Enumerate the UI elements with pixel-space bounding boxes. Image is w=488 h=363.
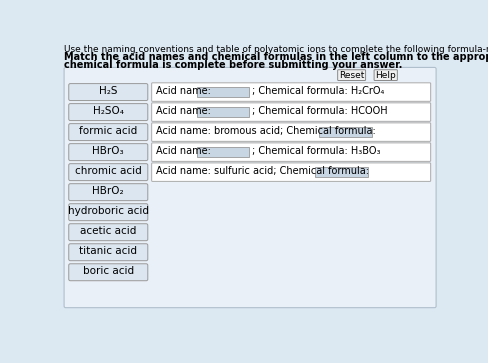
FancyBboxPatch shape <box>69 264 148 281</box>
Text: ; Chemical formula: H₂CrO₄: ; Chemical formula: H₂CrO₄ <box>252 86 385 96</box>
Text: H₂S: H₂S <box>99 86 118 96</box>
Text: Acid name:: Acid name: <box>156 106 210 116</box>
Text: ; Chemical formula: HCOOH: ; Chemical formula: HCOOH <box>252 106 388 116</box>
Text: Match the acid names and chemical formulas in the left column to the appropriate: Match the acid names and chemical formul… <box>64 52 488 62</box>
FancyBboxPatch shape <box>152 123 431 141</box>
Text: titanic acid: titanic acid <box>79 246 137 257</box>
Text: Acid name: sulfuric acid; Chemical formula:: Acid name: sulfuric acid; Chemical formu… <box>156 166 368 176</box>
FancyBboxPatch shape <box>319 127 372 137</box>
Text: hydroboric acid: hydroboric acid <box>68 207 149 216</box>
FancyBboxPatch shape <box>69 184 148 201</box>
FancyBboxPatch shape <box>69 83 148 101</box>
FancyBboxPatch shape <box>152 83 431 101</box>
Text: Use the naming conventions and table of polyatomic ions to complete the followin: Use the naming conventions and table of … <box>64 45 488 54</box>
FancyBboxPatch shape <box>197 87 249 97</box>
Text: chromic acid: chromic acid <box>75 166 142 176</box>
Text: Acid name:: Acid name: <box>156 86 210 96</box>
Text: Reset: Reset <box>339 71 365 79</box>
FancyBboxPatch shape <box>315 167 368 177</box>
Text: chemical formula is complete before submitting your answer.: chemical formula is complete before subm… <box>64 60 403 70</box>
Text: acetic acid: acetic acid <box>80 227 137 236</box>
FancyBboxPatch shape <box>152 143 431 162</box>
Text: HBrO₃: HBrO₃ <box>92 146 124 156</box>
FancyBboxPatch shape <box>69 144 148 160</box>
FancyBboxPatch shape <box>69 224 148 241</box>
FancyBboxPatch shape <box>197 107 249 117</box>
FancyBboxPatch shape <box>152 103 431 121</box>
Text: boric acid: boric acid <box>82 266 134 277</box>
FancyBboxPatch shape <box>338 70 366 81</box>
FancyBboxPatch shape <box>374 70 397 81</box>
Text: Acid name:: Acid name: <box>156 146 210 156</box>
FancyBboxPatch shape <box>152 163 431 182</box>
FancyBboxPatch shape <box>197 147 249 157</box>
Text: formic acid: formic acid <box>79 126 138 136</box>
Text: Help: Help <box>375 71 396 79</box>
FancyBboxPatch shape <box>69 244 148 261</box>
FancyBboxPatch shape <box>69 124 148 140</box>
FancyBboxPatch shape <box>64 68 436 308</box>
Text: Acid name: bromous acid; Chemical formula:: Acid name: bromous acid; Chemical formul… <box>156 126 375 136</box>
Text: ; Chemical formula: H₃BO₃: ; Chemical formula: H₃BO₃ <box>252 146 381 156</box>
Text: H₂SO₄: H₂SO₄ <box>93 106 124 116</box>
FancyBboxPatch shape <box>69 164 148 181</box>
FancyBboxPatch shape <box>69 103 148 121</box>
FancyBboxPatch shape <box>69 204 148 221</box>
Text: HBrO₂: HBrO₂ <box>92 186 124 196</box>
